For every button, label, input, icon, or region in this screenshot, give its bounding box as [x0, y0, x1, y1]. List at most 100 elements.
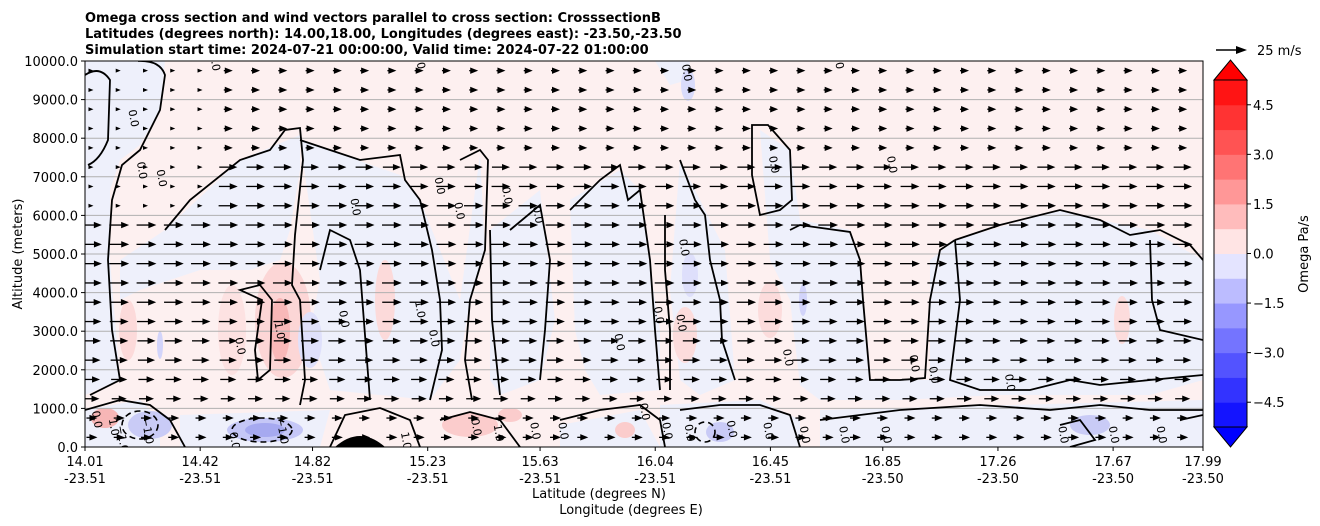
wind-vector	[519, 356, 537, 364]
wind-vector	[1013, 434, 1025, 441]
wind-vector	[929, 376, 946, 383]
wind-vector	[791, 202, 811, 209]
wind-vector	[654, 279, 675, 287]
wind-vector	[1120, 395, 1136, 402]
wind-vector	[272, 279, 293, 287]
wind-vector	[736, 202, 757, 209]
wind-vector	[736, 318, 756, 325]
wind-vector	[168, 414, 180, 422]
wind-vector	[577, 434, 589, 441]
wind-vector	[736, 260, 757, 267]
wind-vector	[218, 260, 239, 267]
wind-vector	[714, 67, 724, 74]
wind-vector	[115, 184, 121, 189]
wind-vector	[382, 299, 402, 306]
wind-vector	[572, 221, 593, 229]
wind-vector	[1038, 376, 1055, 383]
wind-vector	[1013, 414, 1025, 422]
wind-vector	[436, 202, 457, 209]
wind-vector	[605, 67, 615, 74]
contour-label: 0.0	[724, 419, 740, 438]
wind-vector	[551, 67, 561, 74]
x-tick-label-lat: 14.82	[294, 455, 331, 470]
wind-vector	[1118, 279, 1139, 287]
wind-vector	[441, 86, 451, 94]
wind-vector	[763, 299, 784, 306]
wind-vector	[436, 260, 457, 267]
wind-vector	[520, 376, 537, 383]
wind-vector	[409, 260, 430, 267]
wind-vector	[763, 260, 784, 267]
wind-vector	[305, 144, 315, 152]
contour-label: 0.0	[426, 329, 442, 348]
wind-vector	[381, 260, 402, 267]
wind-vector	[900, 163, 920, 171]
wind-vector	[1036, 279, 1057, 287]
wind-vector	[905, 125, 915, 132]
wind-vector	[382, 318, 402, 325]
wind-vector	[496, 86, 506, 94]
wind-vector	[736, 241, 757, 248]
wind-vector	[464, 299, 484, 306]
wind-vector	[522, 434, 534, 441]
wind-vector	[463, 260, 484, 267]
wind-vector	[465, 356, 483, 364]
wind-vector	[251, 106, 261, 113]
wind-vector	[88, 87, 94, 92]
wind-vector	[872, 279, 893, 287]
wind-vector	[360, 86, 370, 94]
wind-vector	[331, 434, 343, 441]
colorbar-segment	[1214, 203, 1247, 230]
wind-vector	[769, 106, 779, 113]
wind-vector	[1090, 221, 1111, 229]
wind-vector	[877, 434, 889, 441]
wind-vector	[654, 221, 675, 229]
wind-vector	[410, 163, 429, 171]
wind-vector	[905, 67, 915, 74]
wind-vector	[1172, 279, 1193, 287]
wind-vector	[931, 434, 943, 441]
wind-vector	[414, 125, 424, 132]
wind-vector	[710, 356, 728, 364]
wind-vector	[437, 318, 456, 325]
wind-vector	[109, 241, 130, 248]
wind-vector	[86, 414, 98, 422]
wind-vector	[927, 279, 948, 287]
wind-vector	[273, 318, 293, 325]
wind-vector	[765, 356, 783, 364]
wind-vector	[955, 337, 974, 345]
wind-vector	[659, 434, 671, 441]
wind-vector	[845, 202, 866, 209]
contour-label: 0.0	[679, 63, 695, 82]
wind-vector	[551, 106, 561, 113]
wind-vector	[191, 318, 211, 325]
wind-vector	[687, 125, 697, 132]
wind-vector	[109, 318, 129, 325]
wind-vector	[740, 414, 752, 422]
wind-vector	[714, 106, 724, 113]
wind-vector	[850, 106, 860, 113]
wind-vector	[900, 299, 920, 306]
wind-vector	[791, 163, 810, 171]
wind-vector	[960, 106, 970, 113]
wind-vector	[632, 86, 642, 94]
wind-vector	[873, 183, 893, 190]
wind-vector	[1091, 318, 1111, 325]
colorbar-segment	[1214, 179, 1247, 205]
wind-vector	[1090, 279, 1111, 287]
wind-vector	[1123, 86, 1133, 94]
colorbar-segment	[1214, 129, 1247, 155]
wind-vector	[1068, 434, 1080, 441]
y-tick-label: 2000.0	[33, 364, 79, 379]
contour-label: 0.0	[836, 425, 852, 444]
wind-vector	[490, 260, 511, 267]
wind-vector	[305, 125, 315, 132]
wind-vector	[818, 260, 839, 267]
wind-vector	[469, 125, 479, 132]
y-tick-label: 5000.0	[33, 248, 79, 263]
wind-vector	[191, 221, 211, 229]
wind-vector	[1118, 260, 1139, 267]
wind-vector	[218, 299, 238, 306]
wind-vector	[491, 202, 511, 209]
contour-label: 0.0	[227, 431, 243, 450]
